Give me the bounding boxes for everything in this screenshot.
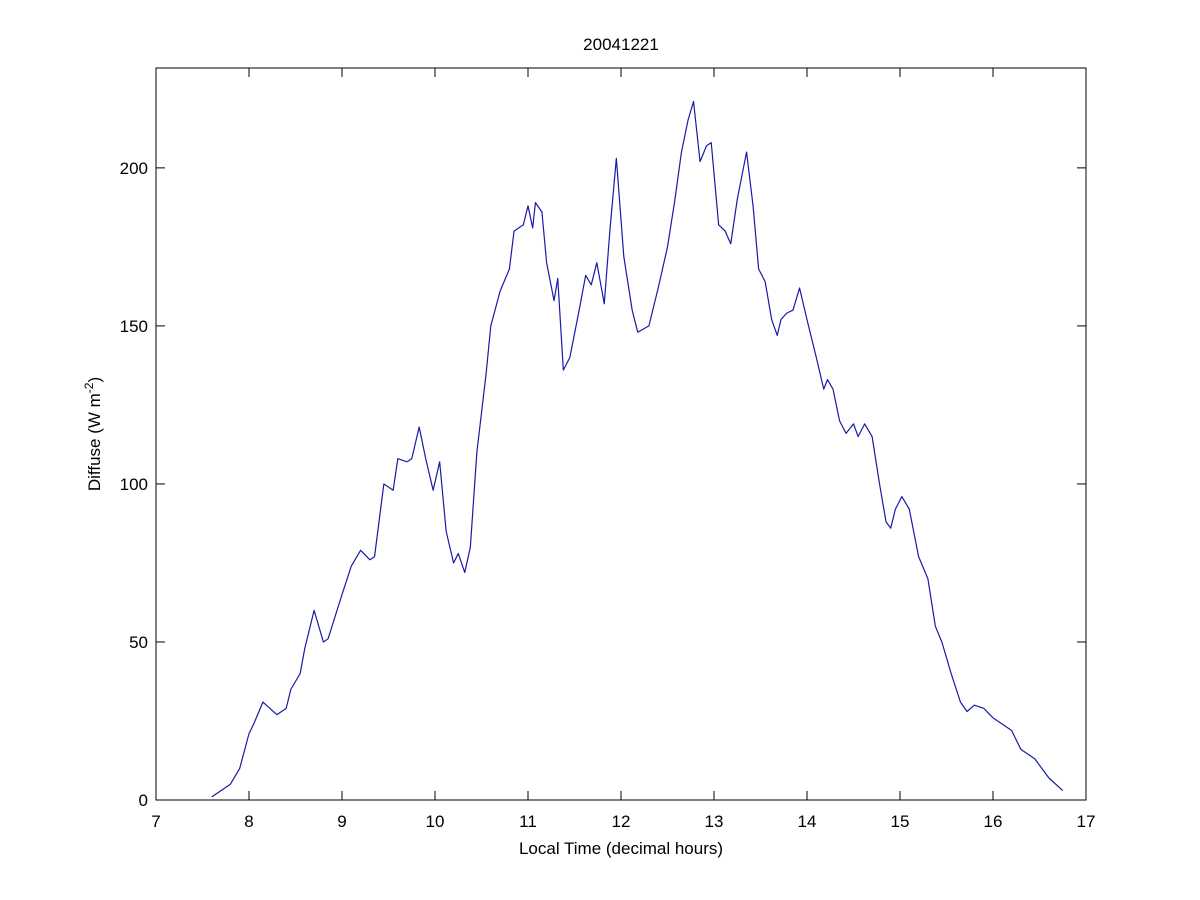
x-tick-label: 13 bbox=[705, 812, 724, 831]
y-tick-label: 0 bbox=[139, 791, 148, 810]
x-tick-label: 16 bbox=[984, 812, 1003, 831]
x-tick-label: 9 bbox=[337, 812, 346, 831]
y-tick-label: 100 bbox=[120, 475, 148, 494]
x-axis-label: Local Time (decimal hours) bbox=[519, 839, 723, 858]
y-tick-label: 200 bbox=[120, 159, 148, 178]
y-axis-label-suffix: ) bbox=[85, 377, 104, 383]
y-axis-label-text: Diffuse (W m bbox=[85, 393, 104, 491]
x-tick-label: 14 bbox=[798, 812, 817, 831]
x-tick-label: 17 bbox=[1077, 812, 1096, 831]
x-tick-label: 7 bbox=[151, 812, 160, 831]
chart-title: 20041221 bbox=[583, 35, 659, 54]
x-tick-label: 15 bbox=[891, 812, 910, 831]
x-tick-label: 11 bbox=[519, 812, 537, 831]
y-axis-label: Diffuse (W m-2) bbox=[82, 377, 104, 491]
x-tick-label: 10 bbox=[426, 812, 445, 831]
x-tick-label: 8 bbox=[244, 812, 253, 831]
x-tick-label: 12 bbox=[612, 812, 631, 831]
data-line bbox=[211, 100, 1064, 798]
y-axis-label-superscript: -2 bbox=[82, 382, 96, 393]
y-tick-label: 150 bbox=[120, 317, 148, 336]
y-tick-label: 50 bbox=[129, 633, 148, 652]
